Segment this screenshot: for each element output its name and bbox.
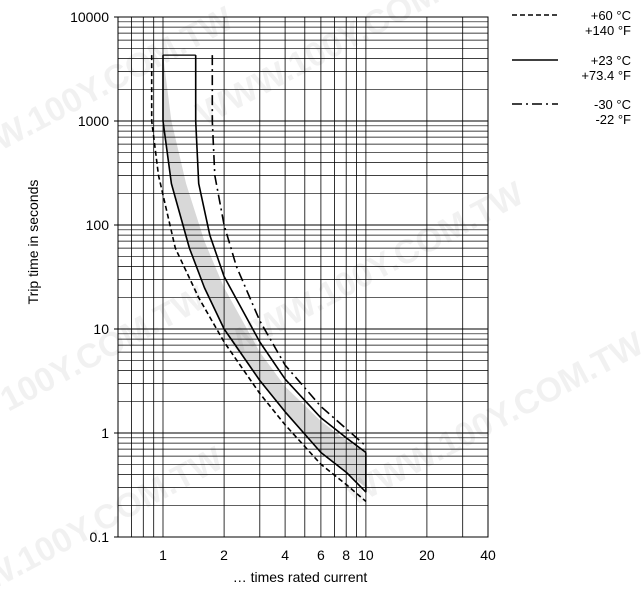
legend: +60 °C+140 °F +23 °C+73.4 °F -30 °C-22 °F xyxy=(512,8,631,127)
y-tick-label: 1000 xyxy=(78,113,109,129)
plot-frame xyxy=(117,16,489,538)
x-tick-label: 40 xyxy=(480,547,496,563)
series-layer xyxy=(150,54,367,503)
x-tick-labels: 1 2 4 6 8 10 20 40 xyxy=(159,547,496,563)
y-tick-label: 100 xyxy=(86,217,110,233)
x-tick-label: 8 xyxy=(342,547,350,563)
x-tick-label: 1 xyxy=(159,547,167,563)
series-solid-1 xyxy=(162,55,367,493)
x-tick-label: 4 xyxy=(281,547,289,563)
y-axis-label: Trip time in seconds xyxy=(25,180,41,305)
legend-label-2: -22 °F xyxy=(595,112,631,127)
y-tick-label: 10000 xyxy=(70,9,109,25)
y-tick-labels: 0.1 1 10 100 1000 10000 xyxy=(70,9,109,545)
series-dashed-0 xyxy=(150,55,367,503)
y-tick-label: 1 xyxy=(101,425,109,441)
series-dashdot-3 xyxy=(211,55,367,447)
band-area xyxy=(163,55,366,488)
grid xyxy=(114,16,489,538)
legend-label-1: +23 °C xyxy=(591,53,631,68)
x-tick-label: 10 xyxy=(358,547,374,563)
x-tick-label: 20 xyxy=(419,547,435,563)
tolerance-band xyxy=(163,55,366,488)
legend-label-2: +73.4 °F xyxy=(581,68,631,83)
x-tick-label: 6 xyxy=(317,547,325,563)
legend-label-2: +140 °F xyxy=(585,23,631,38)
x-axis-label: … times rated current xyxy=(233,569,368,585)
legend-label-1: -30 °C xyxy=(594,97,631,112)
y-tick-label: 0.1 xyxy=(90,529,110,545)
legend-label-1: +60 °C xyxy=(591,8,631,23)
y-tick-label: 10 xyxy=(93,321,109,337)
series-solid-2 xyxy=(194,55,367,454)
x-tick-label: 2 xyxy=(220,547,228,563)
